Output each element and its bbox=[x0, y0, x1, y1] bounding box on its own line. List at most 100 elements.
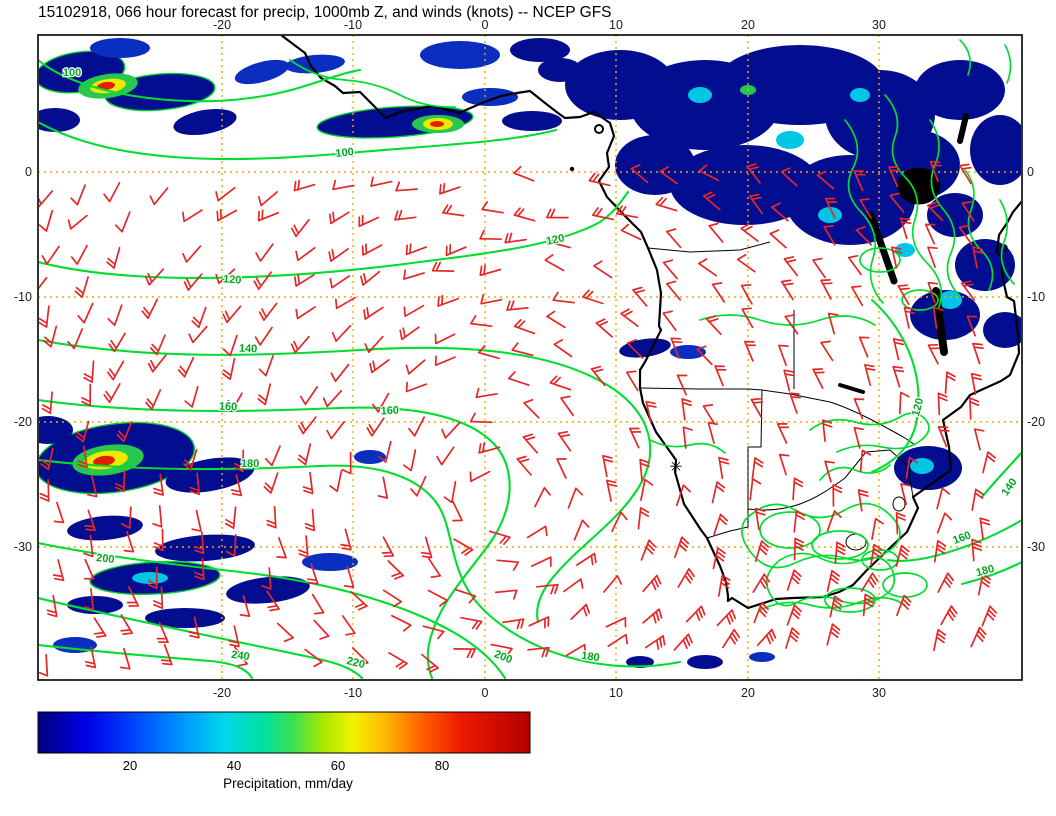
colorbar-tick-label: 40 bbox=[227, 758, 241, 773]
wind-barb bbox=[453, 648, 476, 659]
wind-barb bbox=[966, 315, 978, 337]
wind-barb bbox=[630, 163, 649, 184]
wind-barb bbox=[479, 264, 502, 277]
wind-barb bbox=[70, 184, 86, 206]
bioko-island bbox=[594, 124, 604, 134]
wind-barb bbox=[103, 383, 121, 404]
wind-barb bbox=[746, 163, 761, 184]
wind-barb bbox=[824, 460, 835, 483]
wind-barb bbox=[263, 472, 279, 494]
wind-barb bbox=[434, 333, 456, 345]
wind-barb bbox=[977, 573, 991, 596]
lat-tick-label: -20 bbox=[1027, 415, 1045, 429]
wind-barb bbox=[258, 354, 274, 377]
wind-barb bbox=[222, 357, 236, 381]
wind-barb bbox=[506, 300, 529, 311]
wind-barb bbox=[752, 573, 771, 593]
lake-victoria bbox=[897, 167, 941, 205]
wind-barb bbox=[103, 182, 121, 203]
wind-barb bbox=[857, 489, 869, 512]
wind-barb bbox=[792, 477, 804, 501]
wind-barb bbox=[603, 575, 623, 593]
wind-barb bbox=[46, 594, 58, 618]
precip-core bbox=[132, 572, 168, 584]
swaziland-border bbox=[892, 496, 906, 512]
wind-barb bbox=[644, 635, 666, 650]
lat-tick-label: -10 bbox=[1027, 290, 1045, 304]
wind-barb bbox=[640, 478, 654, 502]
wind-barb bbox=[958, 163, 972, 185]
wind-barb bbox=[979, 517, 991, 540]
graticule bbox=[39, 36, 1021, 679]
precip-core bbox=[93, 455, 115, 467]
contour-label: 100 bbox=[335, 146, 355, 160]
wind-barb bbox=[696, 345, 713, 366]
wind-barb bbox=[829, 595, 843, 618]
wind-barb bbox=[513, 207, 536, 222]
wind-barb bbox=[511, 342, 534, 357]
precip-cell bbox=[234, 59, 290, 85]
wind-barb bbox=[372, 392, 390, 413]
wind-barb bbox=[215, 186, 236, 202]
lon-tick-label: 20 bbox=[741, 686, 755, 700]
wind-barb bbox=[556, 458, 567, 479]
lon-tick-label: 20 bbox=[741, 18, 755, 32]
wind-barb bbox=[298, 416, 317, 435]
wind-barb bbox=[222, 334, 238, 357]
wind-barb bbox=[786, 569, 802, 591]
wind-barb bbox=[276, 622, 294, 643]
wind-barb bbox=[177, 356, 195, 378]
wind-barb bbox=[369, 359, 390, 374]
wind-barb bbox=[329, 275, 351, 289]
wind-barb bbox=[823, 225, 836, 246]
contour-label: 180 bbox=[580, 650, 600, 664]
wind-barb bbox=[573, 519, 590, 541]
colorbar-caption: Precipitation, mm/day bbox=[223, 776, 353, 791]
wind-barb bbox=[41, 245, 60, 265]
wind-barb bbox=[107, 360, 125, 381]
wind-barb bbox=[490, 643, 513, 657]
precip-cell bbox=[670, 145, 820, 225]
page-title: 15102918, 066 hour forecast for precip, … bbox=[38, 4, 612, 21]
lat-tick-label: 0 bbox=[25, 165, 32, 179]
precip-cell bbox=[915, 60, 1005, 120]
wind-barb bbox=[576, 552, 597, 566]
wind-barb bbox=[394, 209, 417, 221]
colorbar-gradient bbox=[37, 711, 531, 754]
precip-cell bbox=[39, 416, 73, 444]
wind-barb bbox=[191, 509, 202, 532]
wind-barb bbox=[741, 307, 754, 329]
wind-barb bbox=[522, 433, 539, 454]
wind-barb bbox=[350, 591, 368, 611]
wind-barb bbox=[108, 332, 126, 353]
wind-barb bbox=[753, 601, 769, 624]
wind-barb bbox=[662, 259, 678, 280]
precip-cell bbox=[165, 457, 255, 493]
wind-barb bbox=[437, 294, 459, 307]
precip-cell bbox=[970, 115, 1021, 185]
precip-cell bbox=[145, 608, 225, 628]
wind-barb bbox=[567, 487, 584, 509]
wind-barb bbox=[370, 176, 393, 187]
wind-barb bbox=[832, 484, 843, 507]
wind-barb bbox=[153, 528, 164, 552]
lat-tick-label: -30 bbox=[14, 540, 32, 554]
wind-barb bbox=[341, 615, 356, 636]
wind-barb bbox=[888, 166, 901, 188]
wind-barb bbox=[850, 285, 864, 307]
wind-barb bbox=[427, 589, 448, 607]
wind-barb bbox=[895, 544, 910, 567]
wind-barb bbox=[377, 440, 392, 463]
wind-barb bbox=[388, 651, 408, 670]
precip-cell bbox=[285, 54, 345, 74]
wind-barb bbox=[470, 315, 493, 328]
wind-barb bbox=[488, 530, 511, 545]
wind-barb bbox=[905, 456, 918, 480]
wind-barb bbox=[780, 167, 798, 187]
wind-barb bbox=[107, 304, 123, 326]
wind-barb bbox=[516, 455, 532, 476]
lat-tick-label: 0 bbox=[1027, 165, 1034, 179]
wind-barb bbox=[929, 160, 942, 183]
wind-barb bbox=[972, 246, 984, 269]
contour-label: 120 bbox=[910, 397, 926, 418]
